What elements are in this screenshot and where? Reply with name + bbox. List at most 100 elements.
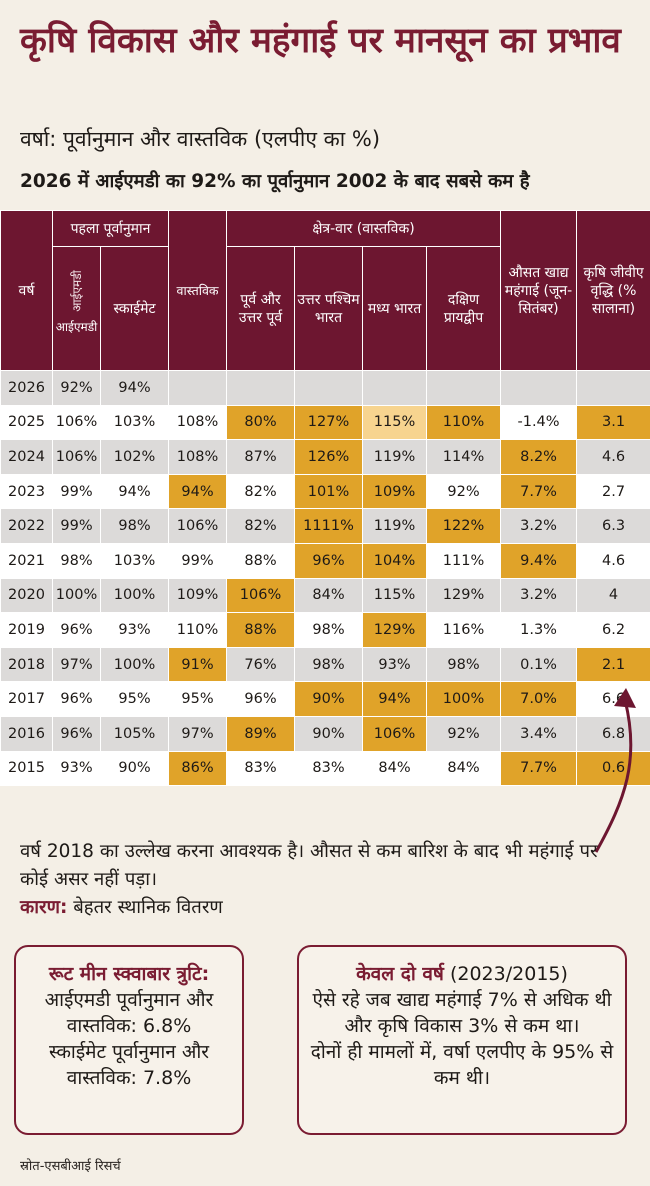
cell-ne: 82%	[226, 473, 296, 510]
cell-gva: 6.3	[576, 508, 650, 544]
cell-imd: 96%	[52, 681, 101, 717]
cell-imd: 92%	[52, 370, 101, 406]
cell-year: 2025	[0, 404, 53, 441]
cell-south: 92%	[426, 473, 502, 510]
two-years-box: केवल दो वर्ष (2023/2015) ऐसे रहे जब खाद्…	[297, 945, 627, 1135]
cell-skymet: 103%	[99, 404, 170, 441]
cell-south: 110%	[426, 404, 502, 441]
cell-infl: 7.7%	[500, 473, 578, 510]
cell-nw: 98%	[294, 646, 364, 683]
cell-nw: 84%	[294, 577, 364, 614]
table-row: 2018 97% 100% 91% 76% 98% 93% 98% 0.1% 2.1	[0, 646, 650, 683]
cell-gva: 4.6	[576, 542, 650, 579]
cell-actual: 110%	[168, 612, 228, 648]
cell-actual: 108%	[168, 404, 228, 441]
note-reason-text: बेहतर स्थानिक वितरण	[73, 897, 223, 918]
cell-skymet: 100%	[99, 646, 170, 683]
col-ne-header: पूर्व और उत्तर पूर्व	[226, 246, 296, 371]
cell-nw: 83%	[294, 750, 364, 787]
cell-actual: 97%	[168, 715, 228, 752]
cell-imd: 106%	[52, 439, 101, 475]
cell-nw: 127%	[294, 404, 364, 441]
cell-central: 119%	[362, 439, 428, 475]
cell-year: 2018	[0, 646, 53, 683]
cell-gva: 6.6	[576, 681, 650, 717]
cell-year: 2020	[0, 577, 53, 614]
cell-skymet: 90%	[99, 750, 170, 787]
cell-skymet: 95%	[99, 681, 170, 717]
cell-infl: 3.4%	[500, 715, 578, 752]
cell-year: 2022	[0, 508, 53, 544]
note-2018: वर्ष 2018 का उल्लेख करना आवश्यक है। औसत …	[20, 838, 620, 922]
cell-imd: 106%	[52, 404, 101, 441]
cell-skymet: 102%	[99, 439, 170, 475]
cell-ne: 89%	[226, 715, 296, 752]
col-imd-rotated-label: आईएमडी	[69, 269, 84, 312]
cell-imd: 98%	[52, 542, 101, 579]
cell-south: 122%	[426, 508, 502, 544]
two-years-text2: दोनों ही मामलों में, वर्षा एलपीए के 95% …	[310, 1041, 614, 1089]
col-food-inflation-header: औसत खाद्य महंगाई (जून-सितंबर)	[500, 210, 578, 371]
cell-actual: 95%	[168, 681, 228, 717]
cell-gva: 4.6	[576, 439, 650, 475]
two-years-text1: ऐसे रहे जब खाद्य महंगाई 7% से अधिक थी और…	[312, 989, 612, 1037]
cell-ne: 96%	[226, 681, 296, 717]
cell-actual: 108%	[168, 439, 228, 475]
cell-infl: -1.4%	[500, 404, 578, 441]
cell-ne: 76%	[226, 646, 296, 683]
cell-skymet: 94%	[99, 473, 170, 510]
cell-central	[362, 370, 428, 406]
cell-actual: 86%	[168, 750, 228, 787]
col-south-header: दक्षिण प्रायद्वीप	[426, 246, 502, 371]
cell-actual: 94%	[168, 473, 228, 510]
table-row: 2024 106% 102% 108% 87% 126% 119% 114% 8.2% 4.6	[0, 439, 650, 475]
col-year-header: वर्ष	[0, 210, 53, 371]
cell-nw: 96%	[294, 542, 364, 579]
cell-nw: 126%	[294, 439, 364, 475]
rmse-box: रूट मीन स्क्वाबार त्रुटि: आईएमडी पूर्वान…	[14, 945, 244, 1135]
cell-nw: 90%	[294, 681, 364, 717]
col-agri-gva-header: कृषि जीवीए वृद्धि (% सालाना)	[576, 210, 650, 371]
cell-gva: 2.1	[576, 646, 650, 683]
cell-imd: 97%	[52, 646, 101, 683]
cell-south: 111%	[426, 542, 502, 579]
cell-year: 2016	[0, 715, 53, 752]
cell-central: 109%	[362, 473, 428, 510]
cell-central: 115%	[362, 404, 428, 441]
table-row: 2022 99% 98% 106% 82% 1111% 119% 122% 3.2% 6.3	[0, 508, 650, 544]
cell-ne: 88%	[226, 612, 296, 648]
rainfall-table: वर्ष पहला पूर्वानुमान वास्तविक क्षेत्र-व…	[0, 210, 650, 787]
cell-actual: 91%	[168, 646, 228, 683]
cell-central: 106%	[362, 715, 428, 752]
cell-gva	[576, 370, 650, 406]
table-row: 2026 92% 94%	[0, 370, 650, 406]
cell-gva: 6.2	[576, 612, 650, 648]
page-title: कृषि विकास और महंगाई पर मानसून का प्रभाव	[20, 21, 621, 61]
cell-south: 129%	[426, 577, 502, 614]
cell-nw: 1111%	[294, 508, 364, 544]
cell-actual: 109%	[168, 577, 228, 614]
cell-imd: 99%	[52, 473, 101, 510]
cell-skymet: 103%	[99, 542, 170, 579]
rmse-skymet: स्काईमेट पूर्वानुमान और वास्तविक: 7.8%	[48, 1041, 210, 1089]
cell-gva: 6.8	[576, 715, 650, 752]
cell-central: 129%	[362, 612, 428, 648]
cell-imd: 99%	[52, 508, 101, 544]
note-reason-label: कारण:	[20, 897, 68, 918]
cell-central: 94%	[362, 681, 428, 717]
cell-year: 2023	[0, 473, 53, 510]
cell-skymet: 105%	[99, 715, 170, 752]
table-row: 2015 93% 90% 86% 83% 83% 84% 84% 7.7% 0.6	[0, 750, 650, 787]
cell-imd: 100%	[52, 577, 101, 614]
table-body: 2026 92% 94% 2025 106% 103% 108% 80% 127% 115% 110…	[0, 370, 650, 787]
col-imd-header: आईएमडी आईएमडी	[52, 246, 101, 371]
cell-ne: 88%	[226, 542, 296, 579]
group-first-forecast: पहला पूर्वानुमान	[51, 210, 170, 247]
cell-infl	[500, 370, 578, 406]
cell-central: 115%	[362, 577, 428, 614]
cell-actual: 106%	[168, 508, 228, 544]
table-row: 2021 98% 103% 99% 88% 96% 104% 111% 9.4% 4.6	[0, 542, 650, 579]
cell-south: 98%	[426, 646, 502, 683]
col-actual-header: वास्तविक	[168, 210, 228, 371]
cell-ne: 83%	[226, 750, 296, 787]
